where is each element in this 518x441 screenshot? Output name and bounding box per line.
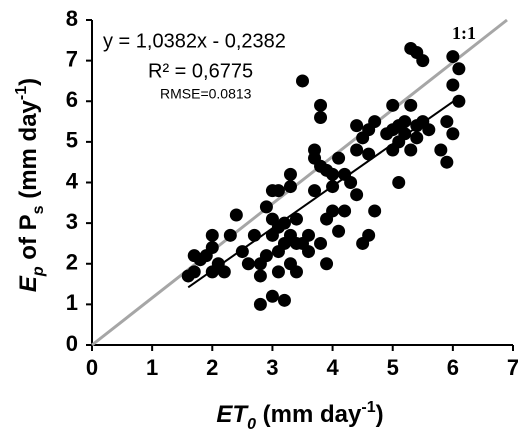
point xyxy=(344,176,358,189)
point xyxy=(259,249,273,263)
y-axis-label-part: (mm day xyxy=(15,99,42,205)
x-axis-label: ET0 (mm day-1) xyxy=(216,399,383,433)
y-axis-label-part: E xyxy=(15,275,42,292)
point xyxy=(241,257,255,271)
point xyxy=(289,265,303,279)
y-tick-label: 6 xyxy=(66,87,78,112)
x-axis-label-part: ET xyxy=(216,401,249,428)
x-tick-label: 1 xyxy=(146,355,158,380)
x-tick-label: 7 xyxy=(507,355,518,380)
point xyxy=(332,151,346,165)
r-squared: R² = 0,6775 xyxy=(148,60,253,82)
x-axis-label-part: 0 xyxy=(247,416,256,433)
point xyxy=(283,180,297,194)
point xyxy=(410,131,424,145)
point xyxy=(205,228,219,242)
point xyxy=(440,155,454,169)
y-axis-label-part: p xyxy=(30,266,47,277)
point xyxy=(452,94,466,108)
point xyxy=(392,176,406,189)
equation: y = 1,0382x - 0,2382 xyxy=(103,30,286,52)
x-tick-label: 0 xyxy=(86,355,98,380)
point xyxy=(386,98,400,112)
point xyxy=(446,78,460,92)
point xyxy=(326,167,340,181)
point xyxy=(398,115,412,129)
x-tick-label: 2 xyxy=(206,355,218,380)
y-axis-label-part: of P xyxy=(15,214,42,266)
point xyxy=(259,200,273,214)
y-tick-label: 5 xyxy=(66,128,78,153)
reference-label: 1:1 xyxy=(452,23,476,43)
point xyxy=(446,50,460,64)
y-tick-label: 4 xyxy=(66,168,79,193)
point xyxy=(320,257,334,271)
point xyxy=(350,119,364,133)
point xyxy=(277,216,291,230)
point xyxy=(314,236,328,250)
point xyxy=(277,293,291,307)
point xyxy=(338,204,352,218)
point xyxy=(362,147,376,161)
reference-line xyxy=(91,18,508,347)
point xyxy=(253,297,267,311)
x-tick-label: 6 xyxy=(447,355,459,380)
x-axis-label-part: -1 xyxy=(361,399,375,416)
point xyxy=(265,289,279,303)
y-tick-label: 0 xyxy=(66,331,78,356)
point xyxy=(326,204,340,218)
point xyxy=(296,74,309,88)
x-axis-label-part: ) xyxy=(376,401,384,428)
point xyxy=(283,167,297,181)
point xyxy=(404,98,418,112)
y-axis-label-part: s xyxy=(30,205,47,214)
point xyxy=(422,123,436,137)
y-tick-label: 8 xyxy=(66,6,78,31)
point xyxy=(368,204,382,218)
point xyxy=(452,62,466,76)
point xyxy=(308,184,322,198)
point xyxy=(271,265,285,279)
trendline xyxy=(187,96,460,289)
point xyxy=(350,143,364,157)
point xyxy=(350,188,364,202)
point xyxy=(362,228,376,242)
point xyxy=(217,265,231,279)
rmse: RMSE=0.0813 xyxy=(160,86,252,102)
x-tick-label: 5 xyxy=(387,355,399,380)
point xyxy=(332,224,346,238)
point xyxy=(416,54,430,68)
point xyxy=(229,208,243,222)
point xyxy=(235,245,249,259)
point xyxy=(404,143,418,157)
point xyxy=(302,228,316,242)
point xyxy=(434,143,448,157)
x-tick-label: 3 xyxy=(266,355,278,380)
x-tick-label: 4 xyxy=(326,355,339,380)
y-tick-label: 7 xyxy=(66,46,78,71)
point xyxy=(368,115,382,129)
point xyxy=(308,143,322,157)
point xyxy=(223,228,237,242)
y-tick-label: 1 xyxy=(66,290,78,315)
point xyxy=(302,245,316,259)
y-axis-label-part: -1 xyxy=(13,86,30,100)
y-tick-label: 3 xyxy=(66,209,78,234)
point xyxy=(446,127,460,141)
point xyxy=(187,265,201,279)
point xyxy=(314,111,328,124)
point xyxy=(314,98,328,112)
point xyxy=(289,212,303,226)
y-axis-label: Ep of Ps (mm day-1) xyxy=(13,78,47,292)
point xyxy=(253,269,267,283)
point xyxy=(271,184,285,198)
y-axis-label-part: ) xyxy=(15,78,42,86)
point xyxy=(205,241,219,254)
y-tick-label: 2 xyxy=(66,250,78,275)
x-axis-label-part: (mm day xyxy=(256,401,362,428)
point xyxy=(440,115,454,129)
